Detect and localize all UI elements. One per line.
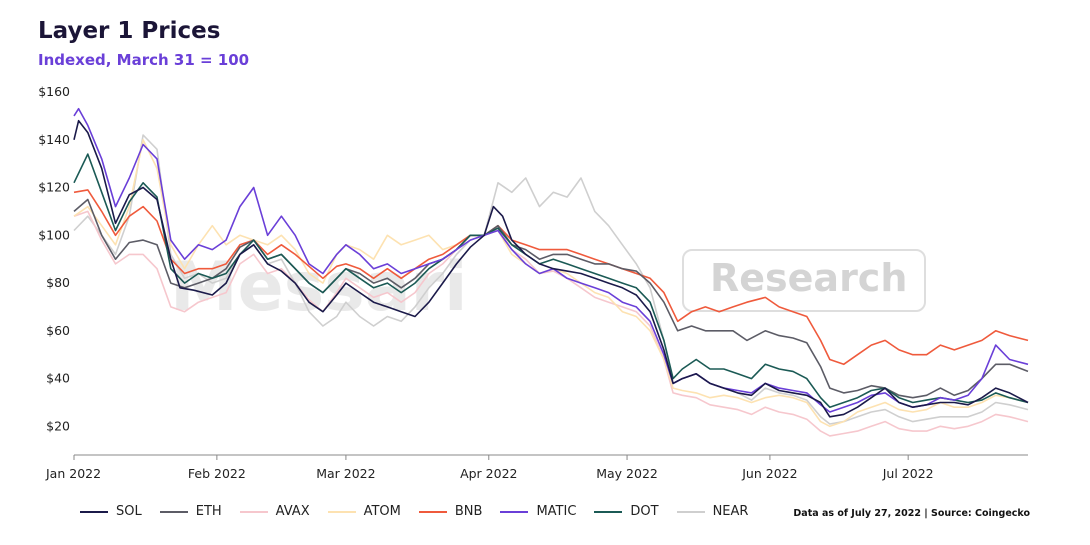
chart-subtitle: Indexed, March 31 = 100 — [38, 51, 250, 69]
x-tick-label: Mar 2022 — [316, 466, 375, 481]
legend-swatch — [500, 510, 529, 513]
series-line-dot — [73, 153, 1029, 408]
legend-label: SOL — [116, 504, 142, 519]
legend-item-sol: SOL — [80, 504, 142, 519]
watermark-tag-text: Research — [710, 256, 908, 300]
watermark-brand-text: Messari — [170, 248, 467, 327]
series-line-avax — [73, 210, 1029, 437]
legend-item-bnb: BNB — [418, 504, 483, 519]
x-tick-label: Jan 2022 — [45, 466, 101, 481]
y-tick-label: $20 — [46, 418, 70, 433]
legend-label: ETH — [195, 504, 222, 519]
chart-title: Layer 1 Prices — [38, 18, 221, 44]
legend: SOL ETH AVAX ATOM BNB MATIC DOT NEAR — [80, 504, 766, 519]
legend-label: NEAR — [712, 504, 749, 519]
line-chart: Messari $20 $40 $60 $80 $100 $120 $140 $160 Jan … — [38, 84, 1029, 481]
legend-item-atom: ATOM — [327, 504, 401, 519]
y-tick-label: $60 — [46, 323, 70, 338]
legend-item-near: NEAR — [676, 504, 749, 519]
series-line-eth — [73, 198, 1029, 399]
legend-swatch — [239, 510, 268, 513]
y-tick-label: $80 — [46, 275, 70, 290]
y-tick-label: $120 — [38, 180, 70, 195]
legend-item-eth: ETH — [159, 504, 222, 519]
source-note: Data as of July 27, 2022 | Source: Coing… — [793, 508, 1030, 519]
axis-layer: $20 $40 $60 $80 $100 $120 $140 $160 Jan 2022 Feb … — [38, 84, 1028, 481]
x-tick-label: May 2022 — [596, 466, 658, 481]
series-line-matic — [73, 107, 1029, 413]
legend-label: DOT — [630, 504, 659, 519]
legend-item-matic: MATIC — [500, 504, 576, 519]
legend-swatch — [159, 510, 188, 513]
y-tick-label: $140 — [38, 132, 70, 147]
legend-label: ATOM — [363, 504, 401, 519]
legend-swatch — [327, 510, 356, 513]
legend-item-avax: AVAX — [239, 504, 310, 519]
legend-swatch — [418, 510, 447, 513]
x-tick-label: Feb 2022 — [188, 466, 246, 481]
x-tick-label: Apr 2022 — [460, 466, 517, 481]
legend-label: AVAX — [275, 504, 310, 519]
legend-label: MATIC — [536, 504, 577, 519]
x-tick-label: Jun 2022 — [741, 466, 797, 481]
legend-item-dot: DOT — [594, 504, 659, 519]
legend-swatch — [676, 510, 705, 513]
y-tick-label: $100 — [38, 227, 70, 242]
x-tick-label: Jul 2022 — [882, 466, 934, 481]
y-tick-label: $160 — [38, 84, 70, 99]
legend-swatch — [80, 510, 108, 513]
watermark-box — [682, 249, 926, 312]
y-tick-label: $40 — [46, 371, 70, 386]
series-line-sol — [73, 119, 1029, 418]
series-layer — [73, 107, 1029, 437]
legend-swatch — [594, 510, 623, 513]
legend-label: BNB — [454, 504, 483, 519]
series-line-bnb — [73, 189, 1029, 366]
